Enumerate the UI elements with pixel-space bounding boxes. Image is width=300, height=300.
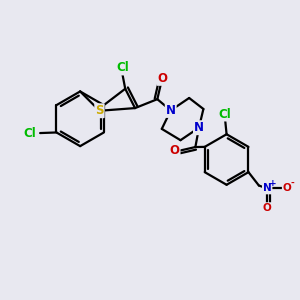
Text: Cl: Cl xyxy=(24,127,37,140)
Text: O: O xyxy=(283,184,292,194)
Text: Cl: Cl xyxy=(116,61,129,74)
Text: N: N xyxy=(263,184,272,194)
Text: +: + xyxy=(269,178,277,188)
Text: O: O xyxy=(169,143,180,157)
Text: O: O xyxy=(263,203,272,213)
Text: N: N xyxy=(194,121,204,134)
Text: N: N xyxy=(166,104,176,117)
Text: O: O xyxy=(158,72,167,85)
Text: -: - xyxy=(291,178,294,188)
Text: S: S xyxy=(95,104,104,117)
Text: Cl: Cl xyxy=(219,107,232,121)
